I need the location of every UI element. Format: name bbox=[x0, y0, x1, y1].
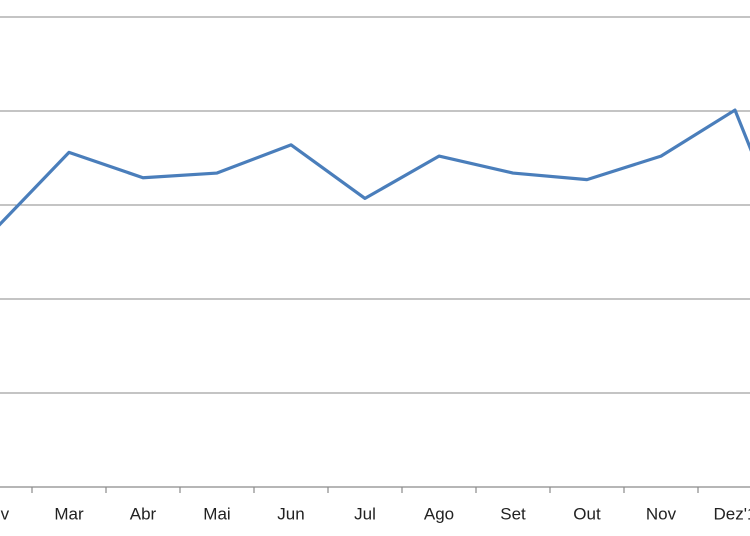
x-tick-label: Fev bbox=[0, 504, 10, 523]
x-tick-label: Jun bbox=[277, 504, 304, 523]
x-tick-label: Out bbox=[573, 504, 601, 523]
x-tick-label: Set bbox=[500, 504, 526, 523]
x-tick-label: Abr bbox=[130, 504, 157, 523]
x-tick-label: Ago bbox=[424, 504, 454, 523]
x-tick-label: Jul bbox=[354, 504, 376, 523]
x-tick-label: Mar bbox=[54, 504, 84, 523]
x-tick-label: Mai bbox=[203, 504, 230, 523]
x-tick-label: Dez'1 bbox=[714, 504, 750, 523]
x-tick-label: Nov bbox=[646, 504, 677, 523]
data-line bbox=[0, 108, 750, 227]
